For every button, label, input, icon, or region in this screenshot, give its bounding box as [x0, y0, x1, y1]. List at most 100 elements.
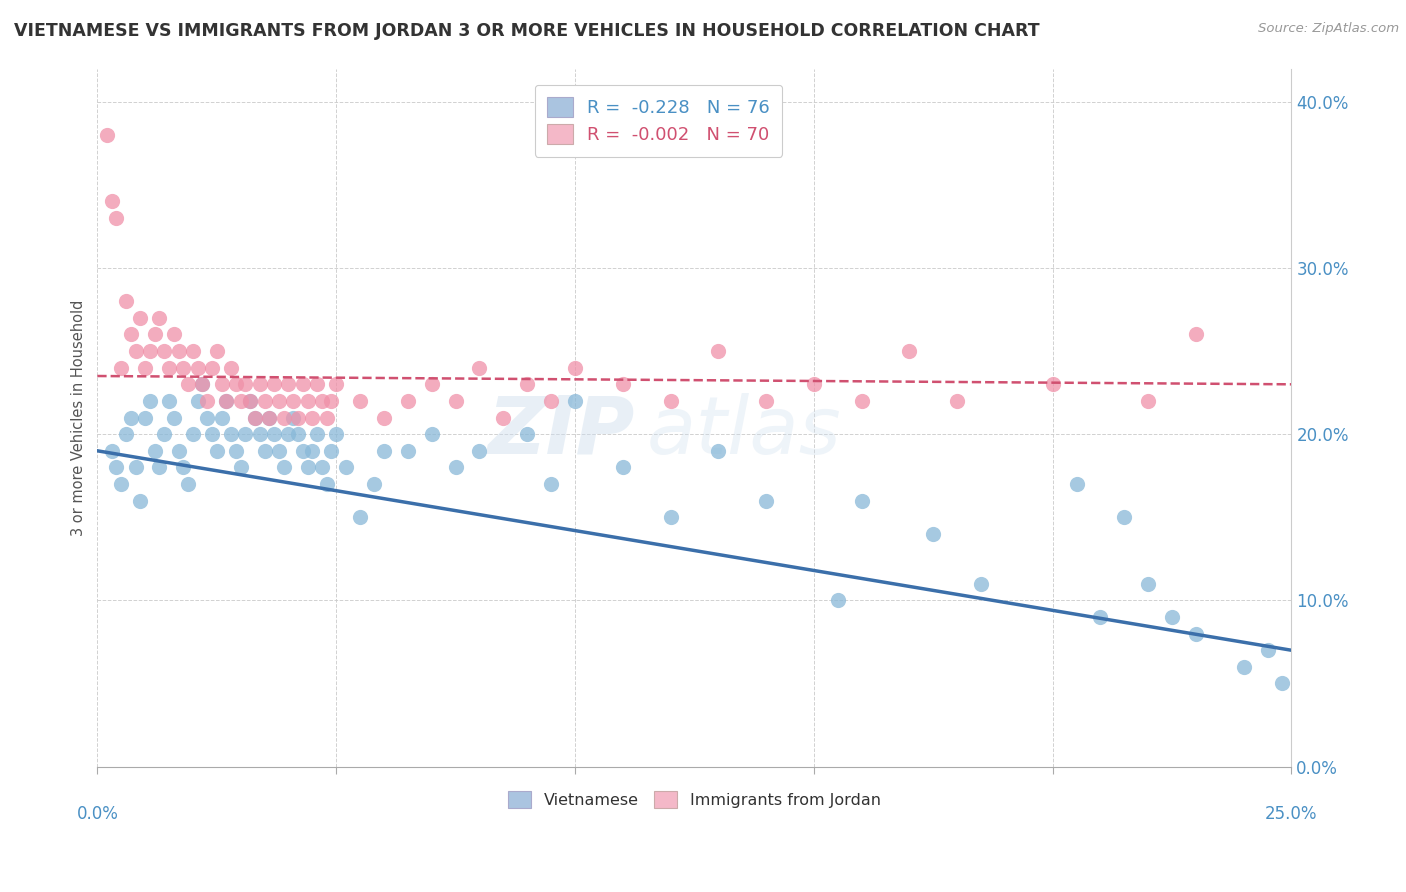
Point: [235, 377, 257, 392]
Point: [201, 427, 224, 442]
Point: [134, 410, 156, 425]
Point: [134, 360, 156, 375]
Point: [148, 310, 170, 325]
Point: [325, 427, 347, 442]
Point: [259, 410, 281, 425]
Point: [307, 427, 329, 442]
Point: [851, 493, 873, 508]
Point: [283, 393, 305, 408]
Point: [612, 460, 634, 475]
Point: [540, 477, 562, 491]
Point: [277, 427, 299, 442]
Point: [157, 393, 180, 408]
Point: [277, 377, 299, 392]
Point: [468, 360, 491, 375]
Point: [301, 443, 323, 458]
Point: [1042, 377, 1064, 392]
Point: [235, 427, 257, 442]
Point: [215, 393, 238, 408]
Point: [311, 460, 333, 475]
Text: 0.0%: 0.0%: [76, 805, 118, 823]
Point: [335, 460, 357, 475]
Point: [229, 460, 252, 475]
Point: [259, 410, 281, 425]
Point: [315, 477, 337, 491]
Point: [120, 410, 142, 425]
Point: [363, 477, 385, 491]
Point: [181, 427, 204, 442]
Point: [243, 410, 266, 425]
Point: [468, 443, 491, 458]
Point: [1233, 660, 1256, 674]
Point: [564, 393, 586, 408]
Point: [659, 393, 682, 408]
Point: [153, 344, 176, 359]
Point: [105, 460, 128, 475]
Point: [263, 377, 285, 392]
Point: [1137, 393, 1160, 408]
Point: [205, 443, 228, 458]
Point: [181, 344, 204, 359]
Point: [283, 410, 305, 425]
Point: [315, 410, 337, 425]
Y-axis label: 3 or more Vehicles in Household: 3 or more Vehicles in Household: [72, 300, 86, 536]
Point: [195, 410, 218, 425]
Text: VIETNAMESE VS IMMIGRANTS FROM JORDAN 3 OR MORE VEHICLES IN HOUSEHOLD CORRELATION: VIETNAMESE VS IMMIGRANTS FROM JORDAN 3 O…: [14, 22, 1039, 40]
Point: [321, 443, 343, 458]
Point: [1185, 626, 1208, 640]
Point: [1257, 643, 1279, 657]
Point: [253, 393, 276, 408]
Point: [287, 427, 309, 442]
Legend: R =  -0.228   N = 76, R =  -0.002   N = 70: R = -0.228 N = 76, R = -0.002 N = 70: [534, 85, 783, 157]
Point: [396, 393, 419, 408]
Point: [239, 393, 262, 408]
Point: [827, 593, 849, 607]
Point: [898, 344, 921, 359]
Point: [970, 576, 993, 591]
Point: [1185, 327, 1208, 342]
Point: [187, 360, 209, 375]
Point: [922, 527, 945, 541]
Point: [201, 360, 224, 375]
Point: [124, 344, 146, 359]
Point: [755, 493, 778, 508]
Point: [249, 377, 271, 392]
Point: [211, 377, 233, 392]
Point: [263, 427, 285, 442]
Point: [211, 410, 233, 425]
Point: [1161, 610, 1184, 624]
Point: [325, 377, 347, 392]
Point: [139, 393, 162, 408]
Point: [115, 427, 138, 442]
Point: [267, 443, 290, 458]
Point: [291, 443, 314, 458]
Point: [243, 410, 266, 425]
Point: [163, 410, 186, 425]
Point: [349, 510, 371, 524]
Point: [1090, 610, 1112, 624]
Point: [516, 427, 538, 442]
Point: [273, 410, 295, 425]
Point: [96, 128, 118, 142]
Point: [297, 393, 319, 408]
Point: [139, 344, 162, 359]
Point: [396, 443, 419, 458]
Point: [659, 510, 682, 524]
Point: [707, 344, 730, 359]
Point: [205, 344, 228, 359]
Point: [172, 360, 194, 375]
Point: [1271, 676, 1294, 690]
Point: [420, 427, 443, 442]
Point: [946, 393, 969, 408]
Point: [120, 327, 142, 342]
Point: [143, 443, 166, 458]
Point: [612, 377, 634, 392]
Point: [349, 393, 371, 408]
Point: [110, 477, 132, 491]
Text: atlas: atlas: [647, 392, 841, 470]
Point: [143, 327, 166, 342]
Point: [249, 427, 271, 442]
Point: [153, 427, 176, 442]
Point: [219, 360, 242, 375]
Point: [110, 360, 132, 375]
